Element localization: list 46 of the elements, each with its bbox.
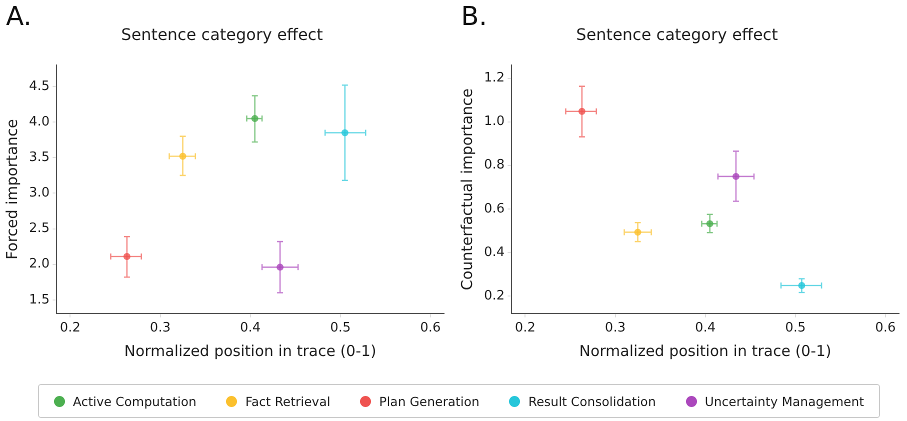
x-tick-label: 0.3 — [604, 320, 626, 336]
y-tick-label: 1.5 — [28, 292, 50, 308]
x-tick-label: 0.6 — [420, 320, 441, 336]
y-tick-label: 0.2 — [484, 288, 505, 304]
y-axis-title: Forced importance — [2, 119, 21, 260]
legend-label: Plan Generation — [379, 394, 480, 408]
text: A. — [6, 2, 32, 32]
y-axis-title: Counterfactual importance — [458, 88, 476, 290]
point — [798, 282, 806, 290]
chart-title: Sentence category effect — [576, 24, 778, 44]
y-tick-label: 1.2 — [484, 70, 505, 86]
legend-label: Fact Retrieval — [245, 394, 330, 408]
y-tick-label: 0.4 — [484, 244, 505, 260]
y-tick-label: 2.5 — [28, 221, 50, 236]
y-tick-label: 3.5 — [28, 150, 50, 166]
point — [732, 172, 740, 180]
x-tick-label: 0.5 — [785, 320, 806, 336]
legend-label: Result Consolidation — [528, 394, 656, 408]
point — [276, 264, 284, 271]
x-tick-label: 0.2 — [514, 320, 536, 336]
x-tick-label: 0.2 — [60, 320, 81, 336]
x-tick-label: 0.4 — [694, 320, 716, 336]
point — [706, 220, 714, 228]
chart-title: Sentence category effect — [121, 24, 323, 44]
legend-label: Uncertainty Management — [704, 394, 864, 408]
y-tick-label: 3.0 — [28, 186, 50, 201]
y-tick-label: 4.0 — [28, 114, 50, 130]
x-tick-label: 0.6 — [875, 320, 896, 336]
legend-label: Active Computation — [72, 394, 196, 408]
x-tick-label: 0.5 — [330, 320, 351, 336]
point — [179, 152, 186, 160]
x-tick-label: 0.4 — [240, 320, 261, 336]
point — [251, 115, 258, 122]
y-tick-label: 0.8 — [484, 158, 505, 173]
y-tick-label: 1.0 — [484, 114, 505, 130]
point — [578, 108, 586, 115]
y-tick-label: 0.6 — [484, 201, 505, 216]
point — [341, 129, 348, 136]
text: B. — [461, 2, 488, 32]
y-tick-label: 4.5 — [28, 78, 50, 94]
x-axis-title: Normalized position in trace (0-1) — [579, 342, 832, 360]
point — [123, 253, 130, 260]
y-tick-label: 2.0 — [28, 256, 50, 272]
point — [634, 228, 642, 236]
x-tick-label: 0.3 — [150, 320, 171, 336]
x-axis-title: Normalized position in trace (0-1) — [124, 342, 376, 360]
